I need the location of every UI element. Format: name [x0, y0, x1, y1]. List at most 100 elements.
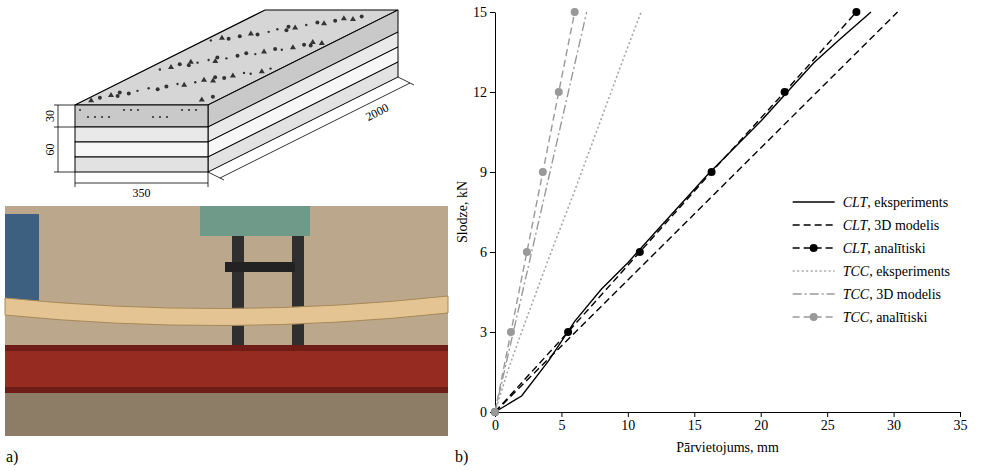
legend-line	[793, 201, 835, 202]
x-tick: 5	[558, 412, 565, 433]
y-tick-label: 12	[473, 85, 487, 100]
aggregate-dot	[238, 34, 242, 38]
y-tick-mark	[490, 332, 495, 333]
legend-label: CLT, analītiski	[843, 241, 926, 256]
series-line	[495, 12, 856, 412]
x-tick: 15	[688, 412, 702, 433]
aggregate-dot	[127, 91, 131, 95]
aggregate-stone	[199, 96, 205, 101]
x-tick-mark	[894, 412, 895, 417]
x-tick: 25	[821, 412, 835, 433]
aggregate-dot	[227, 37, 231, 41]
aggregate-dot	[116, 94, 120, 98]
y-tick: 9	[480, 165, 495, 180]
legend-marker	[810, 244, 818, 252]
aggregate-dot	[276, 28, 278, 30]
dim-extension	[54, 127, 75, 128]
panel-label: a)	[6, 448, 18, 466]
aggregate-stone	[188, 59, 194, 64]
series-marker	[781, 88, 789, 96]
dim-label: 350	[133, 186, 151, 200]
series-line	[495, 12, 587, 412]
dim-extension	[75, 172, 76, 187]
aggregate-stone	[201, 77, 207, 82]
x-tick-label: 20	[754, 418, 768, 433]
x-tick: 35	[954, 412, 968, 433]
aggregate-dot	[236, 54, 240, 58]
series-marker	[523, 248, 531, 256]
photo-specimen	[5, 296, 448, 326]
aggregate-dot	[215, 56, 219, 60]
slab-front-layer	[75, 105, 208, 127]
y-tick-label: 15	[473, 5, 487, 20]
series-marker	[539, 168, 547, 176]
y-tick: 3	[480, 325, 495, 340]
aggregate-dot	[164, 85, 168, 89]
aggregate-dot	[249, 73, 251, 75]
legend-label: CLT, 3D modelis	[843, 218, 940, 233]
x-tick-label: 0	[492, 418, 499, 433]
x-tick-label: 30	[887, 418, 901, 433]
dim-line	[220, 83, 410, 178]
legend-label: TCC, 3D modelis	[843, 287, 941, 302]
legend-label: CLT, eksperiments	[843, 195, 949, 210]
aggregate-dot	[181, 109, 183, 111]
aggregate-dot	[101, 116, 103, 118]
series-marker	[852, 8, 860, 16]
aggregate-dot	[360, 14, 364, 18]
x-tick-label: 10	[621, 418, 635, 433]
legend-label: TCC, analītiski	[843, 310, 928, 325]
aggregate-dot	[269, 67, 271, 69]
x-tick: 20	[754, 412, 768, 433]
aggregate-dot	[187, 63, 191, 67]
panel-a: 30603502000	[5, 10, 448, 436]
legend-item: TCC, eksperiments	[793, 264, 950, 279]
aggregate-dot	[195, 109, 197, 111]
photo-background	[5, 206, 448, 436]
y-tick: 15	[473, 5, 495, 20]
aggregate-dot	[196, 61, 198, 63]
aggregate-dot	[222, 76, 226, 80]
aggregate-dot	[98, 96, 102, 100]
legend-marker	[810, 313, 818, 321]
photo-floor	[5, 393, 448, 436]
y-axis-line	[495, 13, 496, 413]
y-tick-mark	[490, 92, 495, 93]
aggregate-dot	[305, 24, 307, 26]
aggregate-dot	[243, 72, 245, 74]
plot-area	[491, 8, 898, 416]
aggregate-dot	[94, 116, 96, 118]
aggregate-dot	[152, 116, 154, 118]
legend-item: CLT, 3D modelis	[793, 218, 940, 233]
aggregate-dot	[178, 62, 182, 66]
aggregate-dot	[137, 109, 139, 111]
y-tick-label: 3	[480, 325, 487, 340]
figure: 30603502000a)0510152025303503691215Pārvi…	[0, 0, 994, 471]
aggregate-dot	[284, 28, 288, 32]
photo-flange	[5, 345, 448, 351]
dim-extension	[54, 172, 75, 173]
aggregate-stone	[292, 25, 298, 30]
x-tick-mark	[561, 412, 562, 417]
legend-item: TCC, analītiski	[793, 310, 928, 325]
aggregate-stone	[319, 40, 325, 45]
aggregate-stone	[168, 64, 174, 69]
dim-extension	[398, 77, 414, 85]
series-line	[495, 12, 575, 412]
x-tick-mark	[694, 412, 695, 417]
y-tick-mark	[490, 12, 495, 13]
aggregate-dot	[136, 90, 138, 92]
photo-steel-beam	[5, 345, 448, 393]
series-marker	[491, 408, 499, 416]
legend-line	[793, 293, 835, 294]
legend-item: CLT, eksperiments	[793, 195, 949, 210]
aggregate-dot	[315, 20, 319, 24]
series-marker	[555, 88, 563, 96]
slab-front-layer	[75, 157, 208, 172]
aggregate-dot	[108, 116, 110, 118]
series-marker	[708, 168, 716, 176]
y-tick-label: 0	[480, 405, 487, 420]
dim-extension	[54, 105, 75, 106]
test-photo	[5, 206, 448, 436]
legend-label: TCC, eksperiments	[843, 264, 950, 279]
